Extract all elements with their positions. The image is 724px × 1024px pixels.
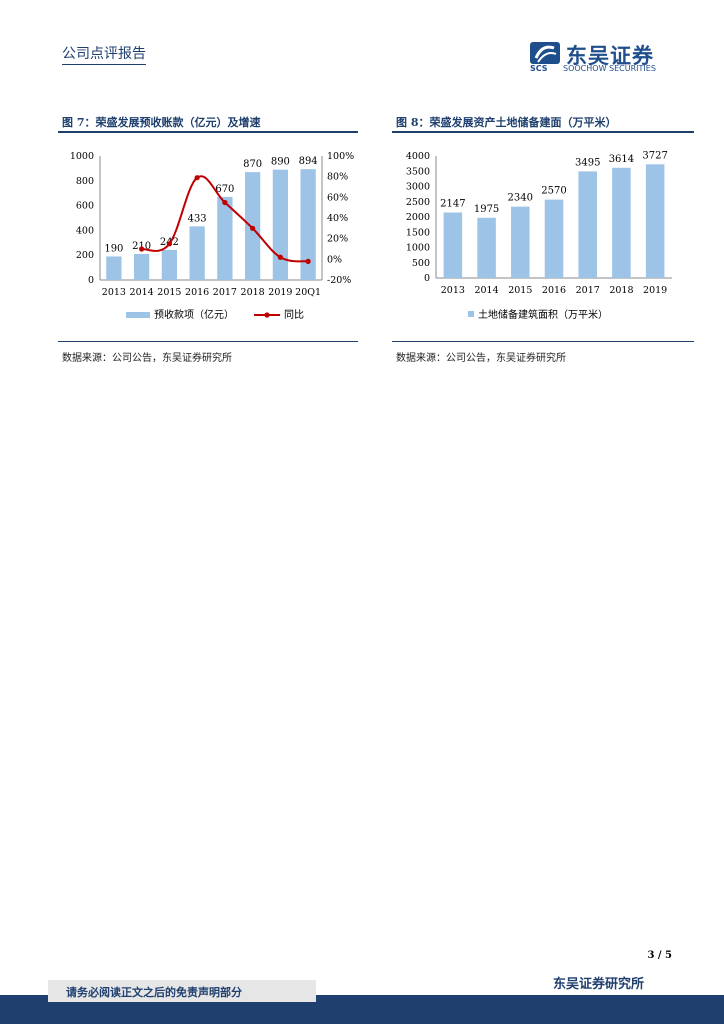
bar [612,167,631,278]
bar [443,212,463,278]
report-type-label: 公司点评报告 [62,43,146,65]
bar-value-label: 3614 [609,154,634,165]
y2-tick-label: 0% [327,254,342,265]
bar-value-label: 670 [215,184,234,195]
y-tick-label: 3000 [406,182,430,193]
bar [477,217,496,278]
y-tick-label: 600 [76,201,94,212]
figure-8-chart: 0 500 1000 1500 2000 2500 3000 3500 4000 2147 2013… [406,150,672,321]
bar-value-label: 3727 [642,150,667,161]
figure-7-bottom-rule [58,341,358,342]
line-point [250,225,256,231]
x-tick-label: 2016 [185,287,209,298]
bar [217,196,233,280]
bar [272,169,289,280]
bar [645,164,665,278]
legend-swatch-point [264,312,270,318]
bar-value-label: 3495 [575,157,600,168]
y-tick-label: 2500 [406,197,430,208]
x-tick-label: 20Q1 [295,287,321,298]
bar-value-label: 1975 [474,204,499,215]
y2-tick-label: 100% [327,151,354,162]
x-tick-label: 2014 [130,287,154,298]
bar [544,199,564,278]
bar-value-label: 2340 [508,193,533,204]
bar [106,256,122,280]
bar-value-label: 894 [299,156,318,167]
legend-swatch-bar [468,311,474,317]
line-point [194,175,200,181]
figure-7-chart: 0 200 400 600 800 1000 -20% 0% 20% 40% 60% 80% 100% 1… [70,151,354,321]
x-tick-label: 2017 [576,285,600,296]
line-point [166,241,172,247]
figure-8-top-rule [392,131,694,133]
bar-value-label: 2570 [541,186,566,197]
bar-value-label: 190 [104,243,123,254]
legend-label: 土地储备建筑面积（万平米） [478,308,608,321]
x-tick-label: 2015 [157,287,181,298]
footer-org-name: 东吴证券研究所 [553,977,645,992]
y-tick-label: 200 [76,250,94,261]
bar [578,171,597,278]
y-tick-label: 0 [424,273,430,284]
figure-8-title: 图 8：荣盛发展资产土地储备建面（万平米） [396,116,617,129]
legend-swatch-bar [126,312,150,318]
figure-7-top-rule [58,131,358,133]
y2-tick-label: -20% [327,275,351,286]
footer-disclaimer-box [48,980,316,1002]
x-tick-label: 2014 [474,285,498,296]
x-tick-label: 2018 [609,285,633,296]
x-tick-label: 2019 [643,285,667,296]
y-tick-label: 0 [88,275,94,286]
legend-label: 同比 [284,309,304,321]
logo-english-name: SOOCHOW SECURITIES [563,64,656,73]
logo-mark-text: SCS [530,64,548,72]
x-tick-label: 2013 [441,285,465,296]
y2-tick-label: 80% [327,172,348,183]
y-tick-label: 2000 [406,212,430,223]
figure-8-source: 数据来源：公司公告，东吴证券研究所 [396,353,566,364]
x-tick-label: 2013 [102,287,126,298]
y-tick-label: 1500 [406,227,430,238]
x-tick-label: 2019 [268,287,292,298]
line-point [222,199,228,206]
logo-chinese-name: 东吴证券 [566,44,654,68]
line-point [139,246,145,252]
y2-tick-label: 40% [327,213,348,224]
bar-value-label: 870 [243,159,262,170]
line-point [305,258,311,264]
x-tick-label: 2015 [508,285,532,296]
bar-value-label: 890 [271,157,290,168]
bar [133,253,150,280]
y-tick-label: 800 [76,176,94,187]
figure-7-title: 图 7：荣盛发展预收账款（亿元）及增速 [62,116,261,129]
y-tick-label: 4000 [406,151,430,162]
x-tick-label: 2016 [542,285,566,296]
y2-tick-label: 20% [327,234,348,245]
y-tick-label: 1000 [406,243,430,254]
bar [300,169,316,280]
y-tick-label: 400 [76,225,94,236]
y-tick-label: 3500 [406,166,430,177]
line-point [277,254,283,260]
bar-value-label: 433 [188,213,207,224]
y-tick-label: 1000 [70,151,94,162]
figure-7-source: 数据来源：公司公告，东吴证券研究所 [62,353,232,364]
y-tick-label: 500 [412,258,430,269]
bar [189,226,205,280]
bar [511,206,530,278]
y2-tick-label: 60% [327,192,348,203]
page-number: 3 / 5 [647,950,672,961]
figure-8-bottom-rule [392,341,694,342]
bar-value-label: 2147 [440,199,465,210]
bar [161,249,178,280]
legend-label: 预收款项（亿元） [154,308,234,321]
logo-mark-icon: SCS [530,42,560,72]
x-tick-label: 2017 [213,287,237,298]
x-tick-label: 2018 [241,287,265,298]
footer-disclaimer: 请务必阅读正文之后的免责声明部分 [66,986,242,999]
